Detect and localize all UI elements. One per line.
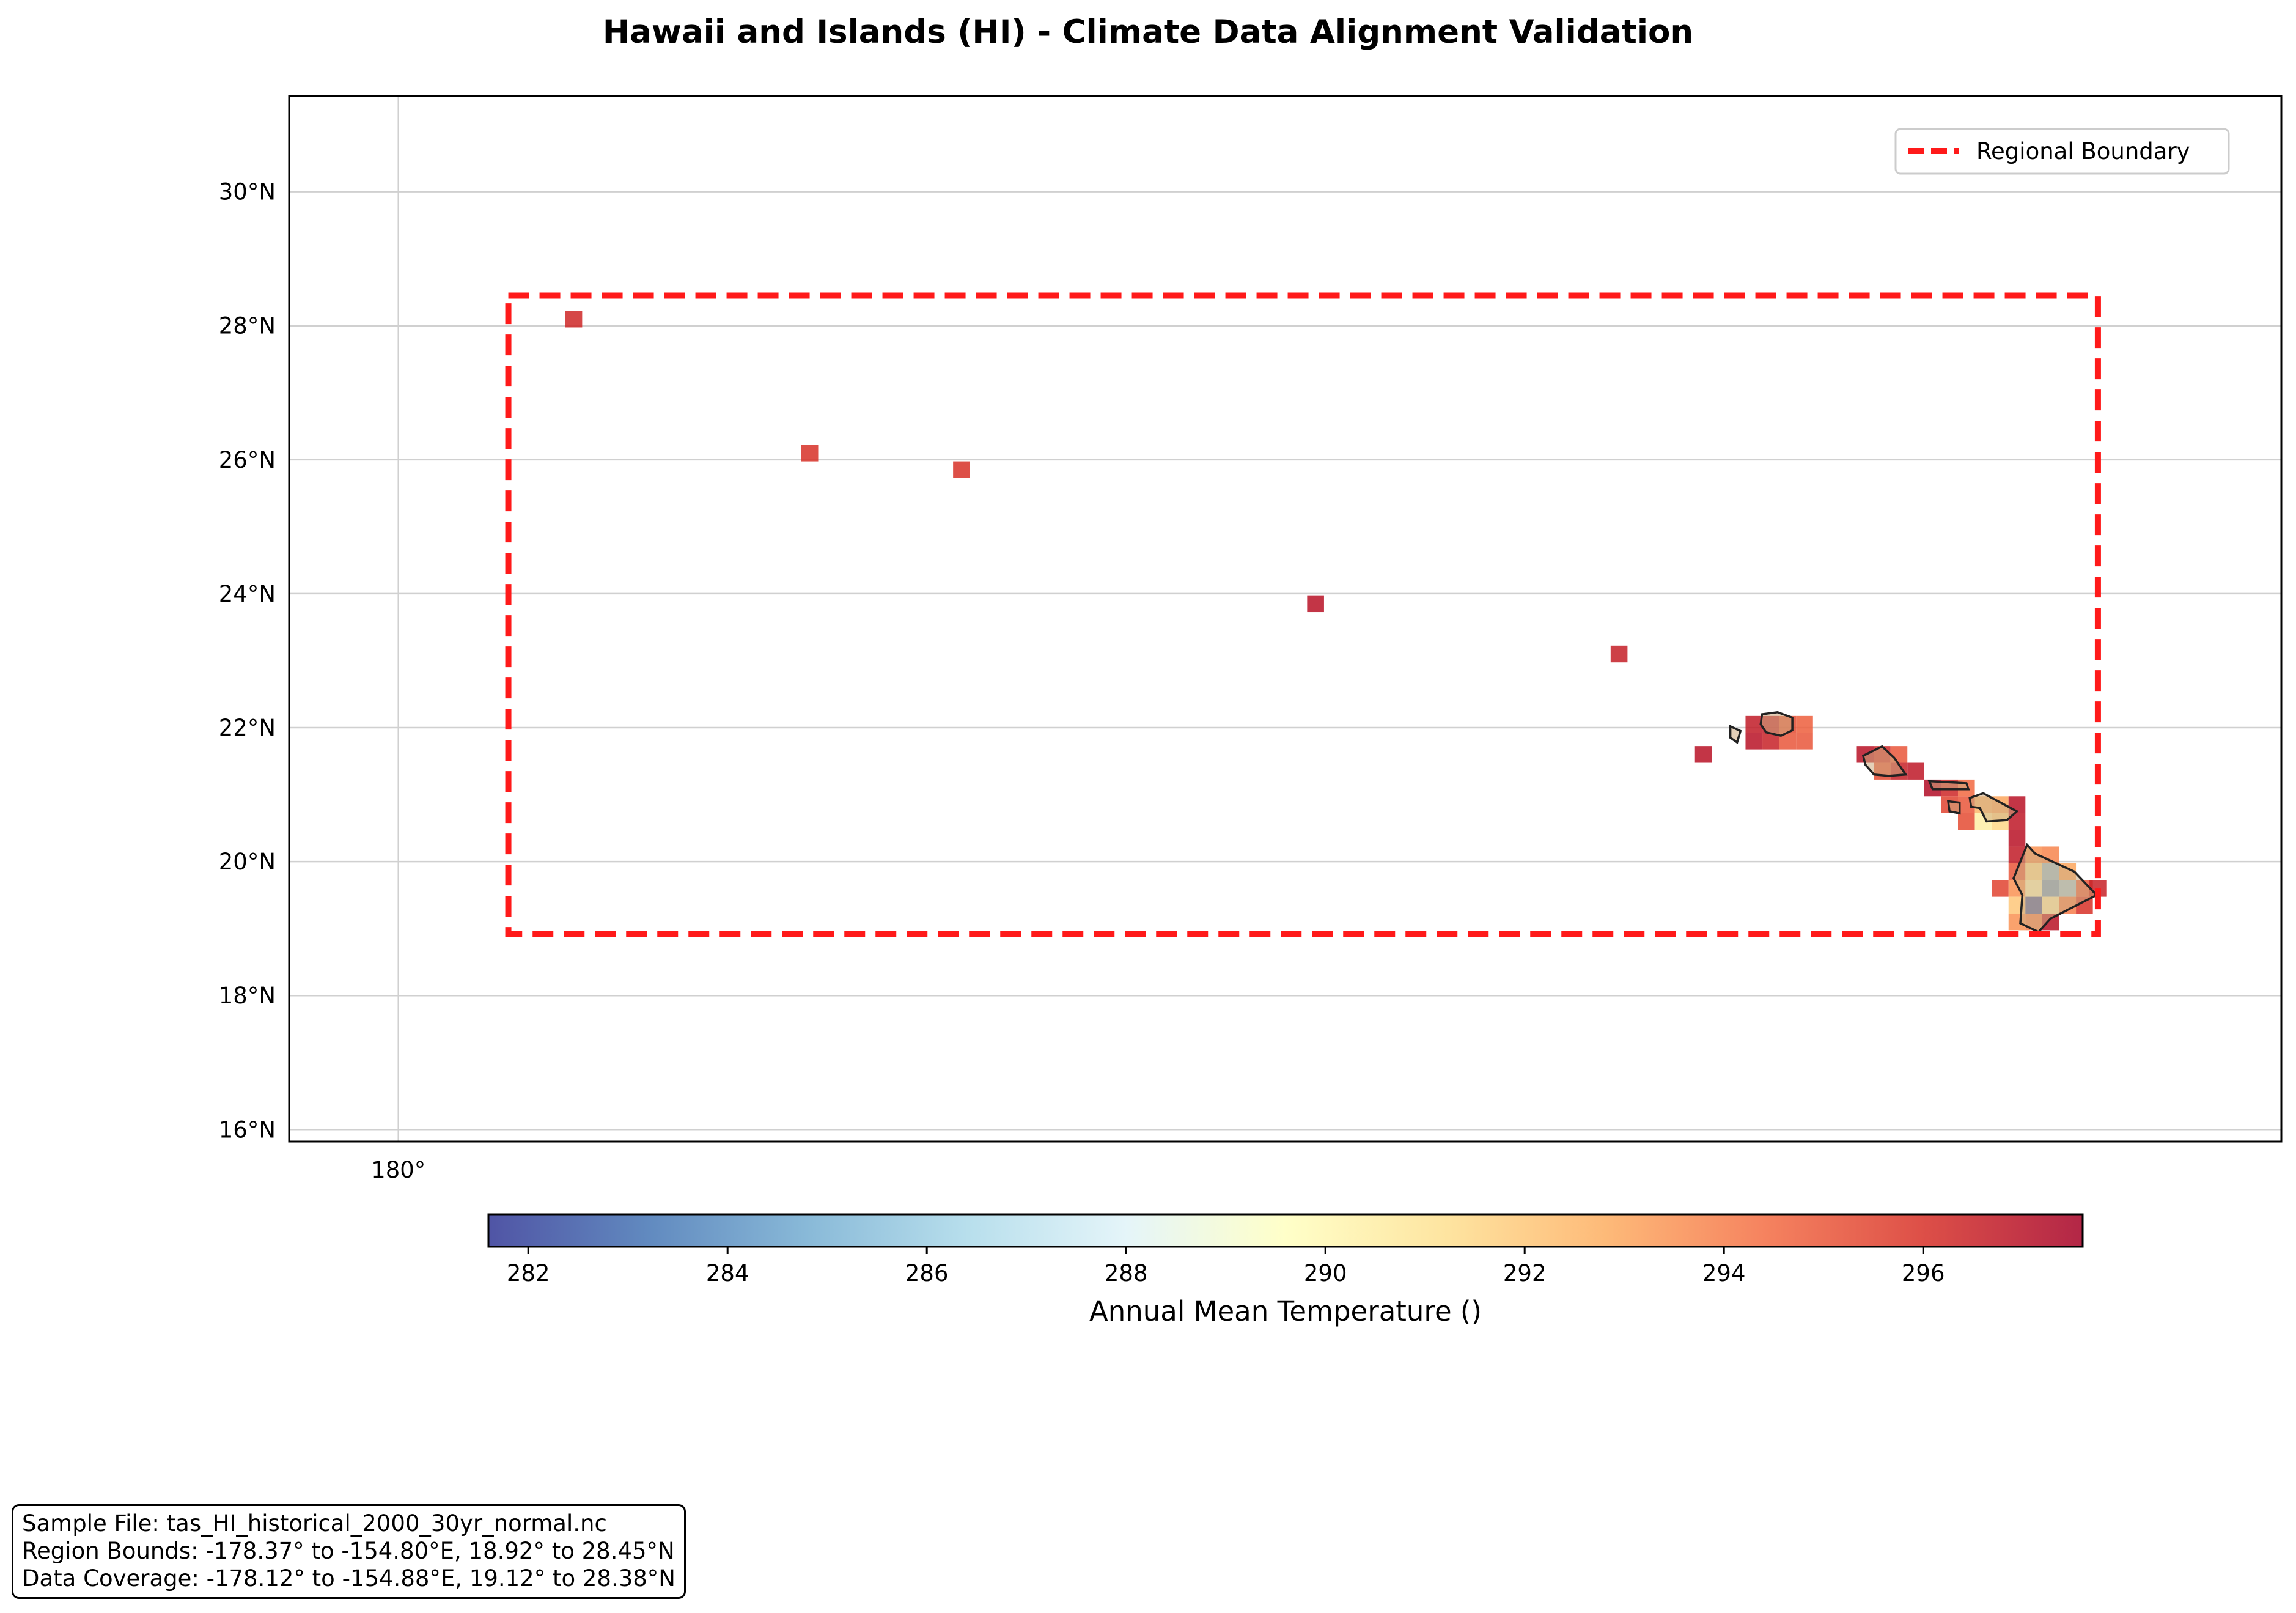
lat-tick-label: 20°N (219, 849, 276, 875)
lat-tick-label: 22°N (219, 715, 276, 741)
temperature-cell (801, 445, 819, 462)
island-lanai-outline (1946, 800, 1961, 815)
info-region-bounds: Region Bounds: -178.37° to -154.80°E, 18… (22, 1538, 675, 1564)
colorbar-tick-label: 294 (1702, 1260, 1746, 1286)
temperature-cell (1796, 733, 1813, 750)
temperature-cell (1907, 762, 1924, 780)
island-kauai-outline (1759, 711, 1794, 737)
island-maui-outline (1968, 792, 2019, 823)
island-oahu-outline (1861, 745, 1908, 777)
colorbar: 282 284 286 288 290 292 294 296 Annual Mean Tem… (487, 1213, 2084, 1327)
colorbar-tick-label: 292 (1503, 1260, 1547, 1286)
info-box: Sample File: tas_HI_historical_2000_30yr… (12, 1504, 686, 1599)
axes-background (289, 96, 2281, 1142)
colorbar-tick-label: 288 (1105, 1260, 1148, 1286)
lon-tick-label: 180° (371, 1157, 425, 1183)
temperature-cell (1694, 746, 1712, 763)
temperature-cell (2008, 830, 2026, 847)
temperature-cell (1796, 715, 1813, 733)
temperature-cell (565, 311, 583, 328)
colorbar-tick-label: 290 (1304, 1260, 1347, 1286)
lat-tick-label: 24°N (219, 581, 276, 607)
temperature-cell (1745, 733, 1763, 750)
colorbar-tick-label: 282 (507, 1260, 550, 1286)
island-niihau-outline (1729, 725, 1742, 744)
info-sample-file: Sample File: tas_HI_historical_2000_30yr… (22, 1510, 607, 1537)
lat-tick-label: 28°N (219, 313, 276, 339)
colorbar-tick-label: 286 (905, 1260, 949, 1286)
temperature-cell (1957, 813, 1975, 830)
lat-tick-label: 18°N (219, 983, 276, 1009)
lat-tick-label: 26°N (219, 447, 276, 473)
regional-boundary (505, 292, 2101, 937)
latitude-labels: 16°N 18°N 20°N 22°N 24°N 26°N 28°N 30°N (219, 179, 276, 1143)
temperature-cell (1745, 715, 1763, 733)
colorbar-ticks: 282 284 286 288 290 292 294 296 (507, 1247, 1945, 1286)
colorbar-tick-label: 284 (706, 1260, 749, 1286)
colorbar-gradient (487, 1213, 2084, 1248)
island-outlines (1729, 711, 2099, 934)
lat-tick-label: 16°N (219, 1117, 276, 1143)
temperature-cell (1307, 595, 1324, 613)
temperature-cell (1992, 880, 2009, 897)
temperature-cell (953, 461, 970, 478)
colorbar-tick-label: 296 (1902, 1260, 1945, 1286)
info-data-coverage: Data Coverage: -178.12° to -154.88°E, 19… (22, 1565, 675, 1592)
map-axes: 16°N 18°N 20°N 22°N 24°N 26°N 28°N 30°N 180° (219, 95, 2283, 1183)
legend-box (1894, 128, 2230, 175)
legend-label: Regional Boundary (1976, 138, 2190, 164)
map-title: Hawaii and Islands (HI) - Climate Data A… (603, 13, 1693, 51)
island-molokai-outline (1927, 780, 1970, 791)
temperature-cell (1610, 645, 1628, 663)
axes-frame (288, 95, 2283, 1143)
colorbar-label: Annual Mean Temperature () (1089, 1295, 1482, 1327)
legend: Regional Boundary (1894, 128, 2230, 175)
lat-tick-label: 30°N (219, 179, 276, 205)
gridlines (289, 96, 2281, 1142)
longitude-labels: 180° (371, 1157, 425, 1183)
